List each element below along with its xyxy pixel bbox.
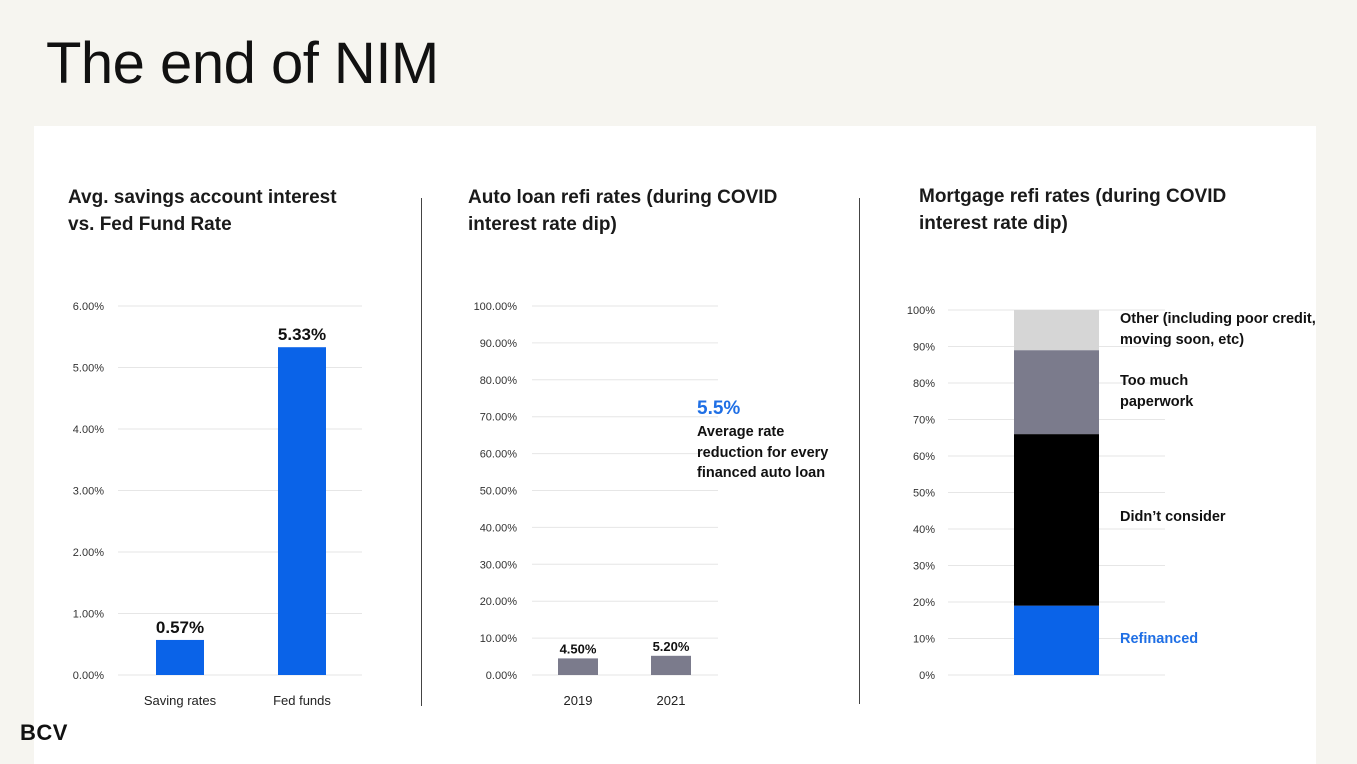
stacked-segment xyxy=(1014,350,1099,435)
y-tick-label: 4.00% xyxy=(73,424,104,436)
rate-reduction-text: Average rate reduction for every finance… xyxy=(697,424,829,481)
y-tick-label: 70% xyxy=(913,415,935,427)
y-tick-label: 5.00% xyxy=(73,363,104,375)
segment-label-didnt-consider: Didn’t consider xyxy=(1120,509,1226,525)
y-tick-label: 40% xyxy=(913,524,935,536)
y-tick-label: 80% xyxy=(913,378,935,390)
segment-label-refinanced: Refinanced xyxy=(1120,631,1199,647)
savings-chart-title: Avg. savings account interest vs. Fed Fu… xyxy=(68,187,337,235)
y-tick-label: 10% xyxy=(913,634,935,646)
y-tick-label: 80.00% xyxy=(480,375,518,387)
y-tick-label: 1.00% xyxy=(73,609,104,621)
panel-divider-1 xyxy=(421,198,422,706)
y-tick-label: 0% xyxy=(919,670,935,682)
y-tick-label: 90% xyxy=(913,342,935,354)
bar xyxy=(651,655,691,675)
y-tick-label: 6.00% xyxy=(73,301,104,313)
segment-label-paperwork: Too much paperwork xyxy=(1120,373,1194,410)
y-tick-label: 100% xyxy=(907,305,935,317)
data-label: 5.33% xyxy=(278,325,326,344)
bar xyxy=(156,639,204,675)
x-category-label: Saving rates xyxy=(144,693,217,708)
y-tick-label: 50% xyxy=(913,488,935,500)
y-tick-label: 100.00% xyxy=(474,301,518,313)
y-tick-label: 60.00% xyxy=(480,449,518,461)
x-category-label: 2021 xyxy=(657,693,686,708)
stacked-segment xyxy=(1014,310,1099,351)
stacked-segment xyxy=(1014,605,1099,675)
y-tick-label: 10.00% xyxy=(480,633,518,645)
y-tick-label: 60% xyxy=(913,451,935,463)
segment-label-other: Other (including poor credit, moving soo… xyxy=(1120,311,1316,348)
y-tick-label: 2.00% xyxy=(73,547,104,559)
y-tick-label: 0.00% xyxy=(73,670,104,682)
slide-title: The end of NIM xyxy=(46,31,439,96)
bar xyxy=(558,658,598,675)
y-tick-label: 0.00% xyxy=(486,670,517,682)
y-tick-label: 90.00% xyxy=(480,338,518,350)
rate-reduction-value: 5.5% xyxy=(697,398,741,419)
bar xyxy=(278,347,326,675)
x-category-label: Fed funds xyxy=(273,693,331,708)
data-label: 4.50% xyxy=(560,641,597,656)
y-tick-label: 30% xyxy=(913,561,935,573)
bcv-logo: BCV xyxy=(20,720,68,745)
data-label: 0.57% xyxy=(156,618,204,637)
y-tick-label: 70.00% xyxy=(480,412,518,424)
y-tick-label: 3.00% xyxy=(73,486,104,498)
mortgage-chart-title: Mortgage refi rates (during COVID intere… xyxy=(919,186,1227,234)
x-category-label: 2019 xyxy=(564,693,593,708)
y-tick-label: 50.00% xyxy=(480,486,518,498)
y-tick-label: 20% xyxy=(913,597,935,609)
auto-loan-chart-title: Auto loan refi rates (during COVID inter… xyxy=(468,187,778,235)
stacked-segment xyxy=(1014,434,1099,606)
y-tick-label: 40.00% xyxy=(480,522,518,534)
data-label: 5.20% xyxy=(653,639,690,654)
y-tick-label: 20.00% xyxy=(480,596,518,608)
y-tick-label: 30.00% xyxy=(480,559,518,571)
panel-divider-2 xyxy=(859,198,860,704)
